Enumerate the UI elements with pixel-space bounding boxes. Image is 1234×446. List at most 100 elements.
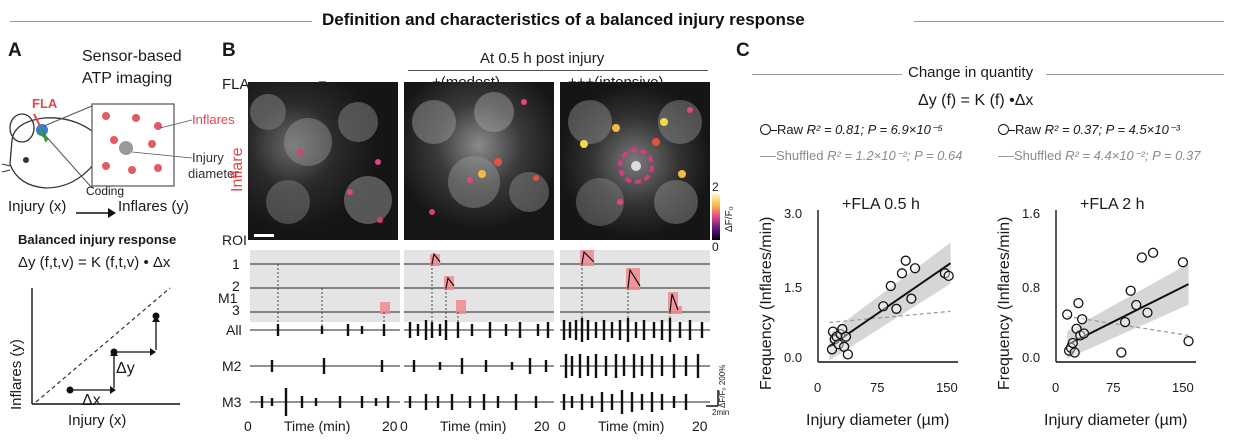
injury-diameter-label-2: diameter xyxy=(188,166,239,181)
sensor-label-2: ATP imaging xyxy=(82,70,173,87)
b-xlabel-c: Time (min) xyxy=(598,418,665,434)
chart2-xtick-0: 0 xyxy=(1052,380,1060,395)
legend-left-raw: Raw R² = 0.81; P = 6.9×10⁻⁵ xyxy=(760,122,943,138)
fla-label-a: FLA xyxy=(32,96,58,111)
post-injury-header: At 0.5 h post injury xyxy=(480,50,605,67)
panel-c-label: C xyxy=(736,40,750,61)
chart1-point-14 xyxy=(900,255,911,266)
legend-left-shuffled-stats: R² = 1.2×10⁻²; P = 0.64 xyxy=(827,148,963,163)
legend-left-raw-stats: R² = 0.81; P = 6.9×10⁻⁵ xyxy=(806,122,944,137)
chart2-xtick-1: 75 xyxy=(1106,380,1121,395)
legend-right-raw-stats: R² = 0.37; P = 4.5×10⁻³ xyxy=(1044,122,1181,137)
b-xtick-20-b: 20 xyxy=(534,418,550,434)
b-xtick-0-c: 0 xyxy=(558,418,566,434)
injury-diameter-label-1: Injury xyxy=(192,150,224,165)
chart2-point-10 xyxy=(1116,347,1127,358)
chart1-ylabel: Frequency (Inflares/min) xyxy=(758,216,775,390)
chart2-point-6 xyxy=(1073,297,1084,309)
quantity-rule-left xyxy=(752,74,902,75)
chart2-point-16 xyxy=(1147,247,1159,258)
chart1-point-12 xyxy=(891,303,902,314)
mouse-ear-icon xyxy=(9,113,35,143)
chart2-point-11 xyxy=(1119,316,1131,328)
chart2-ytick-1: 0.8 xyxy=(1022,280,1041,295)
row-label-m3: M3 xyxy=(222,394,242,410)
chart2-point-13 xyxy=(1131,299,1142,311)
chart2-point-9 xyxy=(1078,328,1090,339)
post-injury-rule xyxy=(408,70,708,71)
chart1-xlabel: Injury diameter (µm) xyxy=(806,412,950,429)
inflare-vertical-label: Inflare xyxy=(229,147,246,192)
chart2-xtick-2: 150 xyxy=(1172,380,1194,395)
chart2-point-0 xyxy=(1062,309,1073,320)
chart2-point-15 xyxy=(1142,307,1153,318)
inflare-dot-icon xyxy=(102,112,110,120)
panel-a-ylabel: Inflares (y) xyxy=(8,339,25,410)
balanced-equation: Δy (f,t,v) = K (f,t,v) • Δx xyxy=(18,254,171,271)
chart2-ylabel: Frequency (Inflares/min) xyxy=(996,216,1013,390)
legend-left-shuffled-prefix: Shuffled xyxy=(776,148,828,163)
legend-right-raw-prefix: Raw xyxy=(1015,122,1045,137)
panel-b-label: B xyxy=(222,40,236,61)
chart1-point-11 xyxy=(885,280,896,292)
legend-left-shuffled: Shuffled R² = 1.2×10⁻²; P = 0.64 xyxy=(760,148,962,164)
roi-label: ROI xyxy=(222,232,247,248)
sensor-label-1: Sensor-based xyxy=(82,48,182,65)
chart2-ytick-0: 0.0 xyxy=(1022,350,1041,365)
scalebar-label: ΔF/F₀ 200% xyxy=(718,364,727,408)
row-label-m2: M2 xyxy=(222,358,242,374)
b-xtick-0-a: 0 xyxy=(244,418,252,434)
chart1-xtick-2: 150 xyxy=(936,380,958,395)
title-rule-right xyxy=(914,21,1224,22)
injury-x-label: Injury (x) xyxy=(8,198,67,215)
micrograph-intensive xyxy=(560,82,710,240)
chart2-xlabel: Injury diameter (µm) xyxy=(1044,412,1188,429)
balanced-response-title: Balanced injury response xyxy=(18,232,177,247)
chart1-ytick-1: 1.5 xyxy=(784,280,803,295)
row-label-m1: M1 xyxy=(218,290,238,306)
chart2-point-14 xyxy=(1136,252,1148,263)
chart1-xtick-1: 75 xyxy=(870,380,885,395)
chart1-shuffled-fit-line xyxy=(829,310,951,324)
chart1-confidence-band xyxy=(829,242,951,361)
panel-a-xlabel: Injury (x) xyxy=(68,412,127,429)
chart1-point-16 xyxy=(909,263,921,274)
inflares-label-a: Inflares xyxy=(192,112,235,127)
colorbar-label: ΔF/F₀ xyxy=(724,206,735,232)
quantity-rule-right xyxy=(1046,74,1224,75)
chart2-ytick-2: 1.6 xyxy=(1022,206,1041,221)
panel-a-schematic-plot xyxy=(31,287,180,405)
chart1-point-9 xyxy=(842,349,854,360)
legend-right-raw: Raw R² = 0.37; P = 4.5×10⁻³ xyxy=(998,122,1180,138)
figure-title: Definition and characteristics of a bala… xyxy=(322,10,805,29)
legend-left-raw-prefix: Raw xyxy=(777,122,807,137)
trace-plots xyxy=(250,250,719,416)
chart1-point-4 xyxy=(833,339,844,350)
chart2-plot xyxy=(1055,210,1196,363)
micrograph-modest xyxy=(404,82,554,240)
panel-a-label: A xyxy=(8,40,22,61)
title-rule-left xyxy=(10,21,312,22)
chart2-point-3 xyxy=(1067,337,1078,349)
chart2-confidence-band xyxy=(1067,263,1189,359)
legend-right-shuffled-prefix: Shuffled xyxy=(1014,148,1066,163)
fla-label-b: FLA xyxy=(222,76,250,93)
injury-site-icon xyxy=(119,141,133,155)
micrograph-control xyxy=(248,82,398,240)
colorbar-max: 2 xyxy=(712,180,719,194)
chart2-point-12 xyxy=(1125,285,1136,296)
coding-arrow-icon xyxy=(76,208,116,218)
roi-number-3: 3 xyxy=(232,302,240,318)
b-xlabel-a: Time (min) xyxy=(284,418,351,434)
b-xlabel-b: Time (min) xyxy=(440,418,507,434)
b-xtick-20-c: 20 xyxy=(692,418,708,434)
chart1-point-15 xyxy=(906,293,917,304)
row-label-all: All xyxy=(226,322,242,338)
colorbar-min: 0 xyxy=(712,240,719,254)
legend-raw-marker-icon xyxy=(760,124,771,135)
legend-right-shuffled-stats: R² = 4.4×10⁻²; P = 0.37 xyxy=(1065,148,1201,163)
roi-number-1: 1 xyxy=(232,256,240,272)
dx-label: Δx xyxy=(82,392,101,409)
chart2-point-8 xyxy=(1076,314,1088,325)
chart1-ytick-2: 3.0 xyxy=(784,206,803,221)
